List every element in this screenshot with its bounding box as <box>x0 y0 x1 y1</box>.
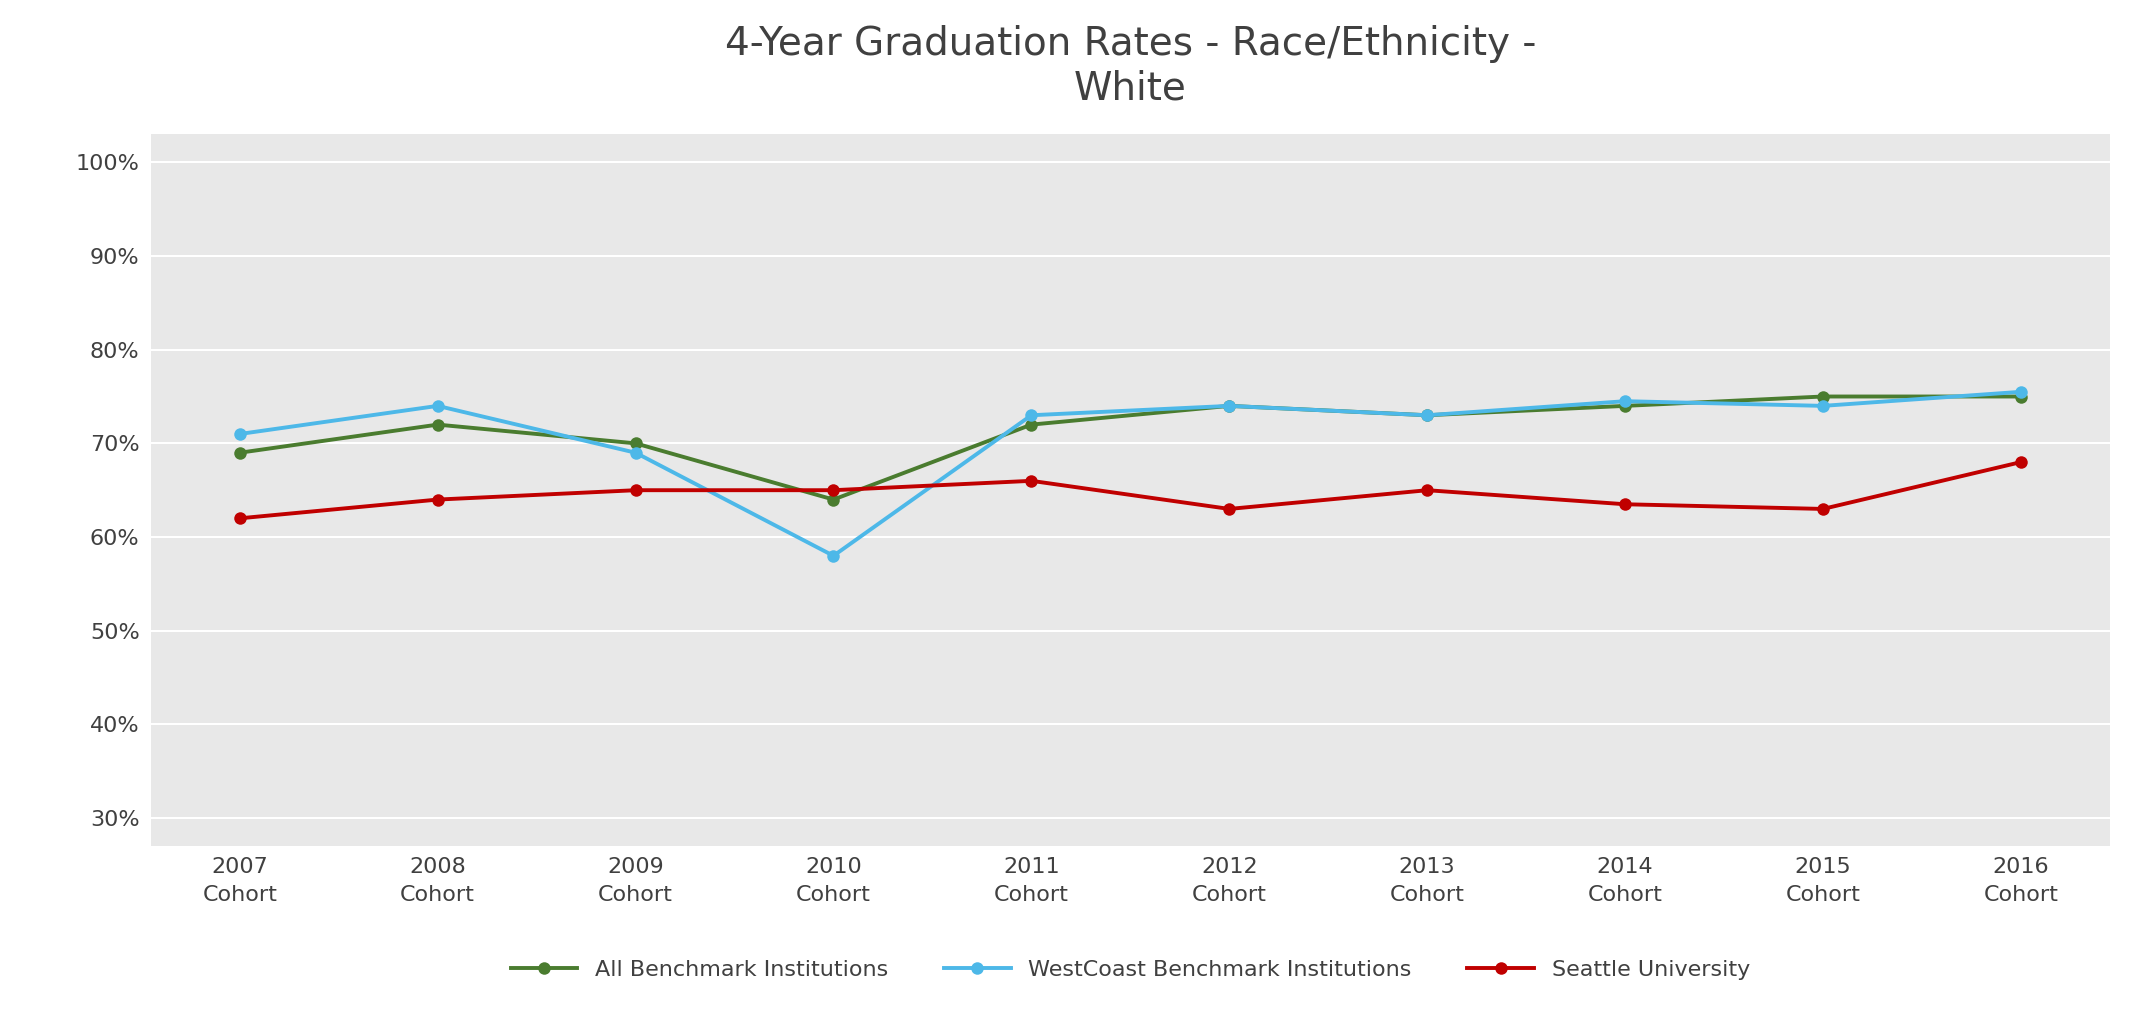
All Benchmark Institutions <box>1415 409 1440 421</box>
All Benchmark Institutions <box>2009 390 2035 402</box>
WestCoast Benchmark Institutions <box>622 447 648 459</box>
Line: WestCoast Benchmark Institutions: WestCoast Benchmark Institutions <box>233 386 2028 562</box>
All Benchmark Institutions <box>820 493 846 506</box>
All Benchmark Institutions <box>424 418 450 430</box>
WestCoast Benchmark Institutions <box>1018 409 1044 421</box>
Seattle University <box>622 484 648 496</box>
WestCoast Benchmark Institutions <box>1613 395 1638 408</box>
All Benchmark Institutions <box>226 447 252 459</box>
WestCoast Benchmark Institutions <box>1415 409 1440 421</box>
All Benchmark Institutions <box>622 438 648 450</box>
Seattle University <box>1415 484 1440 496</box>
Seattle University <box>424 493 450 506</box>
Seattle University <box>1811 503 1837 515</box>
WestCoast Benchmark Institutions <box>1811 399 1837 412</box>
WestCoast Benchmark Institutions <box>226 428 252 441</box>
Seattle University <box>1613 498 1638 511</box>
WestCoast Benchmark Institutions <box>2009 386 2035 398</box>
Title: 4-Year Graduation Rates - Race/Ethnicity -
White: 4-Year Graduation Rates - Race/Ethnicity… <box>726 26 1535 107</box>
Legend: All Benchmark Institutions, WestCoast Benchmark Institutions, Seattle University: All Benchmark Institutions, WestCoast Be… <box>502 949 1759 990</box>
All Benchmark Institutions <box>1811 390 1837 402</box>
All Benchmark Institutions <box>1613 399 1638 412</box>
Seattle University <box>820 484 846 496</box>
All Benchmark Institutions <box>1216 399 1242 412</box>
Seattle University <box>1018 475 1044 487</box>
Seattle University <box>2009 456 2035 469</box>
Seattle University <box>226 512 252 524</box>
WestCoast Benchmark Institutions <box>1216 399 1242 412</box>
Line: Seattle University: Seattle University <box>233 456 2028 524</box>
All Benchmark Institutions <box>1018 418 1044 430</box>
Line: All Benchmark Institutions: All Benchmark Institutions <box>233 390 2028 506</box>
Seattle University <box>1216 503 1242 515</box>
WestCoast Benchmark Institutions <box>424 399 450 412</box>
WestCoast Benchmark Institutions <box>820 550 846 562</box>
